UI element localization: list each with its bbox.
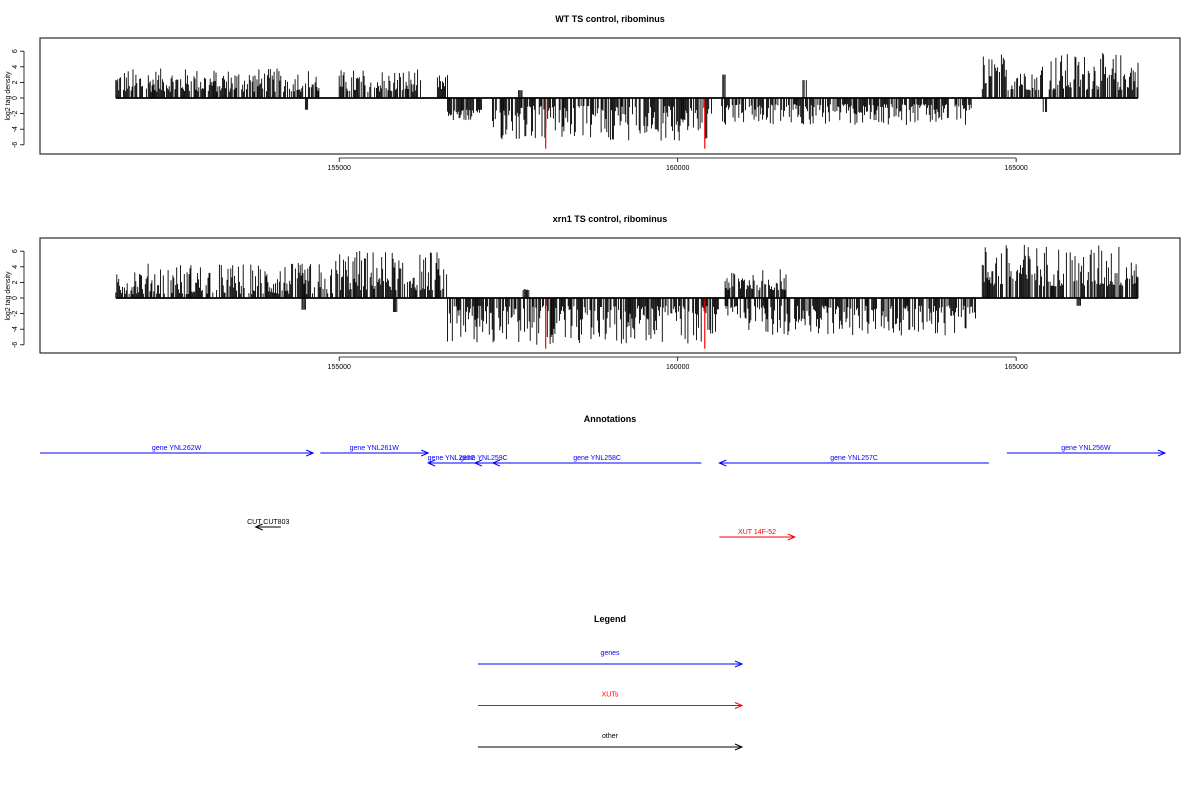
x-tick-label: 160000 [666, 364, 689, 371]
y-tick-label: -6 [12, 142, 19, 148]
annotation-feature: gene YNL262W [40, 445, 315, 457]
annotations-title: Annotations [584, 414, 637, 424]
annotation-feature: CUT CUT803 [247, 519, 289, 531]
annotation-feature: gene YNL256W [1006, 445, 1167, 457]
xrn1-density-panel: xrn1 TS control, ribominus log2 tag dens… [5, 214, 1181, 371]
annotations-track: Annotations gene YNL262W gene YNL261W gene… [40, 414, 1167, 541]
feature-label: gene YNL256W [1061, 445, 1111, 452]
feature-arrow-head [734, 660, 744, 668]
x-axis: 155000 160000 165000 [328, 356, 1028, 371]
legend-label: other [602, 733, 619, 740]
feature-label: gene YNL259C [460, 455, 508, 462]
feature-arrow-head [420, 449, 430, 457]
y-tick-label: 2 [12, 280, 19, 284]
legend-entries: genes XUTs other [478, 650, 744, 751]
feature-arrow-head [734, 743, 744, 751]
x-tick-label: 165000 [1004, 165, 1027, 172]
y-tick-label: -2 [12, 310, 19, 316]
feature-arrow-head [254, 523, 263, 531]
annotation-feature: gene YNL261W [320, 445, 430, 457]
y-axis-label: log2 tag density [5, 71, 12, 121]
feature-arrow-head [734, 702, 744, 709]
y-tick-label: 2 [12, 80, 19, 84]
feature-arrow-head [718, 459, 727, 467]
x-tick-label: 155000 [328, 364, 351, 371]
feature-label: XUT 14F-52 [738, 529, 776, 536]
annotation-feature: gene YNL259C [460, 455, 508, 467]
y-tick-label: 0 [12, 96, 19, 100]
legend: Legend genes XUTs other [478, 614, 744, 751]
y-tick-label: -2 [12, 110, 19, 116]
feature-label: gene YNL257C [830, 455, 878, 462]
y-tick-label: -6 [12, 342, 19, 348]
y-tick-label: 4 [12, 65, 19, 69]
legend-label: genes [600, 650, 620, 657]
feature-label: gene YNL258C [573, 455, 621, 462]
x-tick-label: 160000 [666, 165, 689, 172]
feature-label: gene YNL261W [350, 445, 400, 452]
feature-arrow-head [305, 449, 315, 457]
y-tick-label: 0 [12, 296, 19, 300]
legend-label: XUTs [602, 692, 619, 699]
legend-entry: genes [478, 650, 744, 668]
density-bars [115, 53, 1139, 149]
x-tick-label: 165000 [1004, 364, 1027, 371]
feature-arrow-head [426, 459, 436, 467]
panel-title: WT TS control, ribominus [555, 14, 665, 24]
feature-arrow-head [787, 533, 797, 541]
panel-title: xrn1 TS control, ribominus [553, 214, 668, 224]
feature-arrow-head [1157, 449, 1167, 457]
feature-label: CUT CUT803 [247, 519, 289, 526]
legend-title: Legend [594, 614, 626, 624]
y-tick-label: 6 [12, 249, 19, 253]
y-tick-label: 6 [12, 49, 19, 53]
y-axis: -6 -4 -2 0 2 4 6 [12, 49, 25, 148]
density-bars [115, 244, 1139, 349]
plot-frame [39, 237, 1181, 354]
feature-arrow-head [491, 459, 501, 467]
legend-entry: other [478, 733, 744, 751]
y-axis-label: log2 tag density [5, 271, 12, 321]
plot-frame [39, 37, 1181, 155]
y-tick-label: -4 [12, 326, 19, 332]
feature-arrow-head [473, 459, 483, 467]
x-axis: 155000 160000 165000 [328, 157, 1028, 172]
annotation-feature: XUT 14F-52 [719, 529, 797, 541]
annotation-feature: gene YNL258C [491, 455, 702, 467]
annotation-feature: gene YNL257C [718, 455, 989, 467]
feature-label: gene YNL262W [152, 445, 202, 452]
y-tick-label: -4 [12, 126, 19, 132]
wt-density-panel: WT TS control, ribominus log2 tag densit… [5, 14, 1181, 172]
feature-label: gene YNL260C [428, 455, 476, 462]
x-tick-label: 155000 [328, 165, 351, 172]
y-tick-label: 4 [12, 265, 19, 269]
y-axis: -6 -4 -2 0 2 4 6 [12, 249, 25, 348]
annotation-feature: gene YNL260C [426, 455, 476, 467]
legend-entry: XUTs [478, 692, 744, 709]
